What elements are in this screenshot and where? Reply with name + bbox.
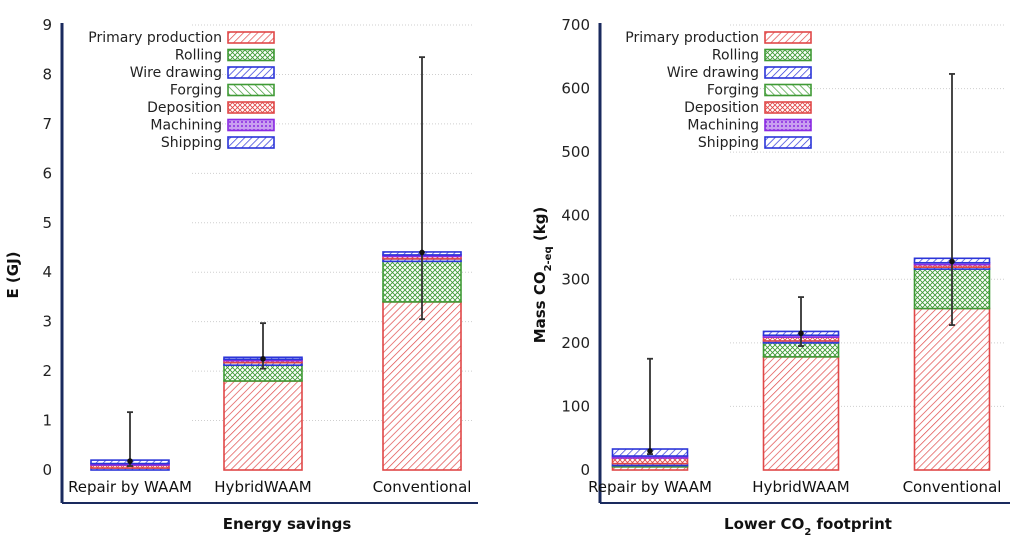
bar-group-conventional [382,56,462,471]
error-bar-mean-point [260,355,266,362]
x-axis-title: Energy savings [223,515,352,533]
y-tick-label: 4 [42,263,52,281]
y-tick-label: 5 [42,214,52,232]
error-bar-mean-point [419,249,425,256]
legend-swatch-rolling [227,48,275,62]
legend-label: Shipping [698,135,759,151]
y-tick-label: 7 [42,115,52,133]
y-tick-label: 400 [561,207,590,225]
error-bar-mean-point [798,330,804,337]
x-category-label: Conventional [903,478,1002,496]
bar-group-hybridwaam [223,322,303,471]
legend-swatch-shipping [764,136,812,149]
bar-segment-primary-production [762,356,840,471]
x-axis-title: Lower CO2 footprint [724,515,892,538]
legend-label: Rolling [712,48,759,64]
error-bar-mean-point [949,258,955,265]
legend-swatch-rolling [764,48,812,62]
y-tick-label: 200 [561,334,590,352]
legend-label: Rolling [175,48,222,64]
x-category-label: Repair by WAAM [588,478,712,496]
y-tick-label: 0 [580,461,590,479]
y-tick-label: 500 [561,143,590,161]
y-axis-label: Mass CO2-eq (kg) [531,207,554,344]
legend-label: Primary production [625,30,759,46]
chart-root: 0 1 2 3 4 5 6 7 8 9 Repair by WAAM HybridWAAM Conven… [4,16,1010,538]
bar-group-conventional [913,73,991,471]
bar-group-repair-by-waam [611,357,689,471]
legend-label: Shipping [161,135,222,151]
bar-segment-primary-production [913,307,991,471]
bar-segment-primary-production [223,380,303,471]
legend-label: Deposition [147,100,222,116]
x-axis-title-subscript: 2 [804,527,811,538]
x-category-label: Repair by WAAM [68,478,192,496]
y-tick-label: 600 [561,80,590,98]
legend-swatch-wire-drawing [764,66,812,79]
y-tick-label: 700 [561,16,590,34]
legend-swatch-machining [227,118,275,132]
legend-label: Forging [170,83,222,99]
y-axis-label: E (GJ) [4,251,22,298]
chart-panel-1: 0 1 2 3 4 5 6 7 8 9 Repair by WAAM HybridWAAM Conven… [4,16,478,533]
y-tick-label: 100 [561,397,590,415]
legend-swatch-forging [227,83,275,97]
error-bar-mean-point [647,448,653,454]
bar-group-repair-by-waam [90,411,170,471]
y-tick-label: 1 [42,412,52,430]
legend-swatch-wire-drawing [227,66,275,79]
error-bar-mean-point [127,458,133,464]
chart-panel-2: 0 100 200 300 400 500 600 700 Repair by WAAM Hybr… [531,16,1010,538]
legend-swatch-machining [764,118,812,132]
legend-swatch-primary-production [227,31,275,44]
y-tick-label: 9 [42,16,52,34]
bar-group-hybridwaam [762,296,840,471]
legend-label: Deposition [684,100,759,116]
legend-label: Machining [687,118,759,134]
y-tick-label: 300 [561,270,590,288]
x-category-label: HybridWAAM [752,478,849,496]
legend-label: Forging [707,83,759,99]
legend-swatch-primary-production [764,31,812,44]
x-category-label: HybridWAAM [214,478,311,496]
bar-segment-primary-production [382,301,462,471]
legend-swatch-shipping [227,136,275,149]
legend-label: Machining [150,118,222,134]
bar-segment-deposition [611,457,689,465]
y-tick-label: 3 [42,313,52,331]
y-axis-label-unit: (kg) [531,207,549,247]
y-axis-label-subscript: 2-eq [543,246,554,271]
legend-label: Wire drawing [130,65,222,81]
legend-swatch-deposition [227,101,275,114]
y-tick-label: 2 [42,362,52,380]
x-category-label: Conventional [373,478,472,496]
x-axis-title-rest: footprint [811,515,892,533]
legend-swatch-forging [764,83,812,97]
legend-label: Wire drawing [667,65,759,81]
y-tick-label: 8 [42,65,52,83]
y-tick-label: 0 [42,461,52,479]
legend-label: Primary production [88,30,222,46]
y-tick-label: 6 [42,164,52,182]
legend-swatch-deposition [764,101,812,114]
